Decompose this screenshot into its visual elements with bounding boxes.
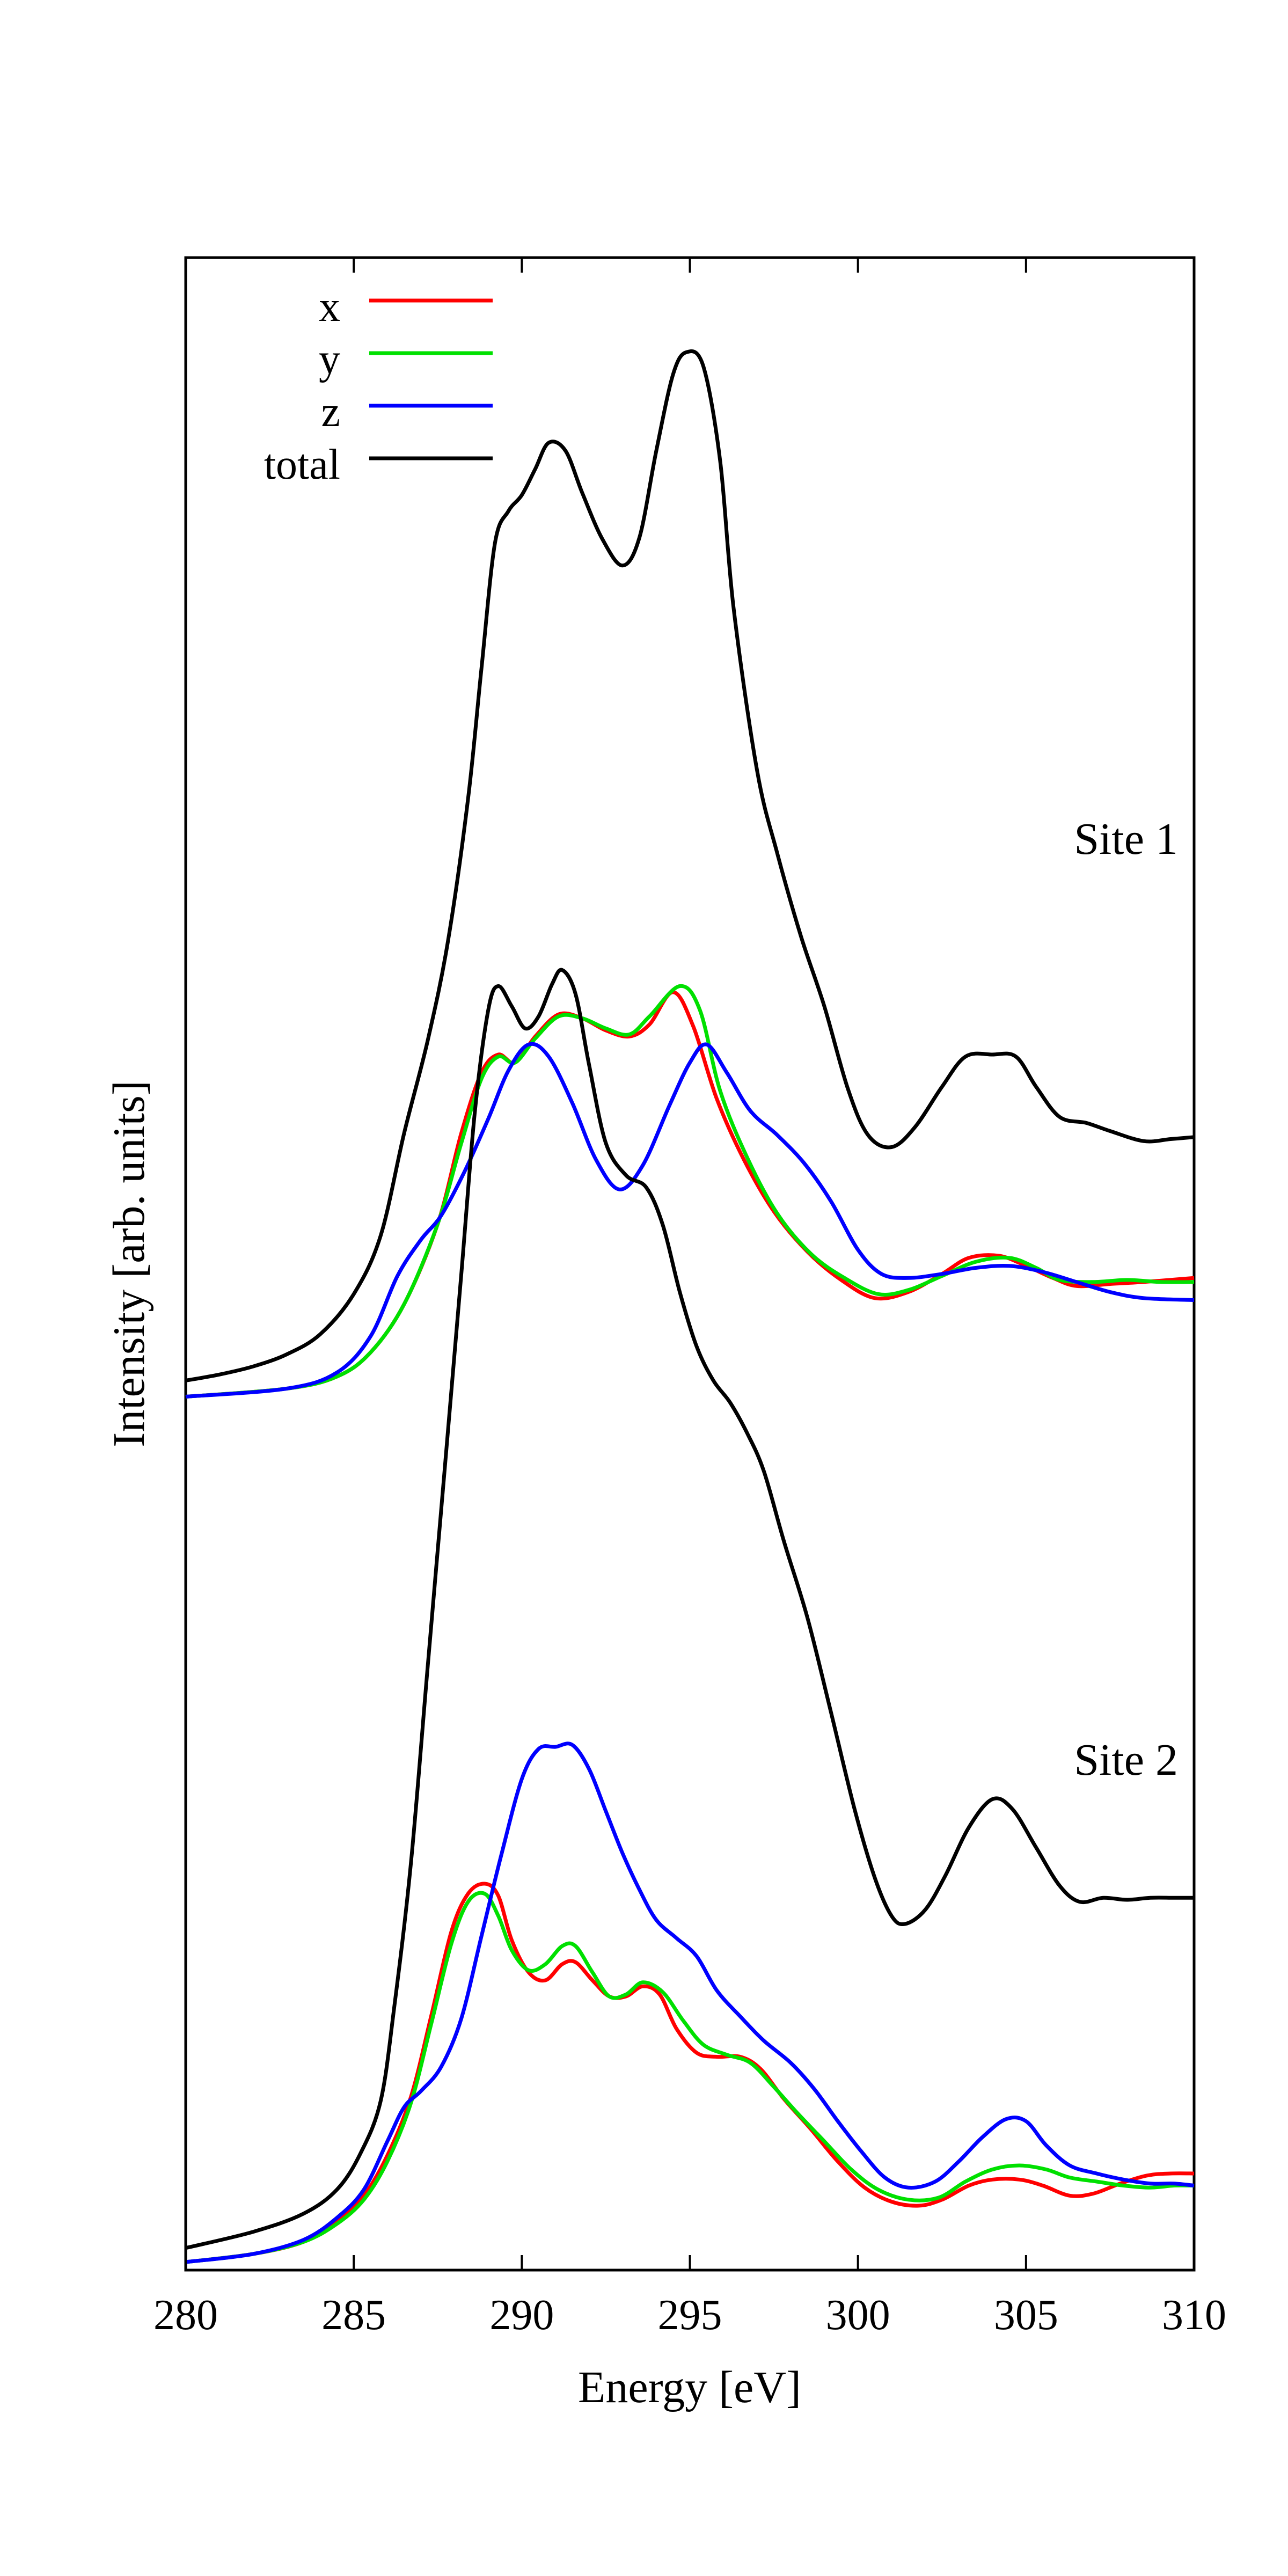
site-1-series-x <box>185 990 1195 1399</box>
site-2-series-z <box>185 1741 1195 2264</box>
x-tick-label-285: 285 <box>321 2292 386 2339</box>
legend: x y z total <box>264 283 493 488</box>
legend-label-total: total <box>264 441 340 488</box>
site-1-series-z <box>185 1042 1195 1399</box>
site-1-annotation: Site 1 <box>1074 814 1178 864</box>
plot-frame <box>184 256 1196 2272</box>
legend-item-x: x <box>319 283 493 331</box>
legend-label-z: z <box>321 389 340 436</box>
x-tick-label-310: 310 <box>1162 2292 1226 2339</box>
series-layer <box>185 349 1195 2264</box>
site-2-annotation: Site 2 <box>1074 1735 1178 1785</box>
site-1-series-total <box>185 349 1195 1382</box>
x-tick-label-280: 280 <box>153 2292 218 2339</box>
legend-item-z: z <box>321 389 493 436</box>
y-axis-title: Intensity [arb. units] <box>104 1080 154 1447</box>
x-axis-title: Energy [eV] <box>578 2362 801 2412</box>
site-2-series-x <box>185 1882 1195 2264</box>
legend-label-x: x <box>319 283 340 331</box>
x-tick-label-290: 290 <box>489 2292 554 2339</box>
x-tick-label-305: 305 <box>994 2292 1058 2339</box>
site-1-series-y <box>185 984 1195 1399</box>
x-tick-label-295: 295 <box>658 2292 722 2339</box>
legend-label-y: y <box>319 336 340 383</box>
legend-item-total: total <box>264 441 493 488</box>
x-tick-labels: 280 285 290 295 300 305 310 <box>153 2292 1226 2339</box>
x-ticks <box>185 258 1195 2270</box>
legend-item-y: y <box>319 336 493 383</box>
site-2-series-total <box>185 968 1194 2250</box>
x-tick-label-300: 300 <box>826 2292 890 2339</box>
